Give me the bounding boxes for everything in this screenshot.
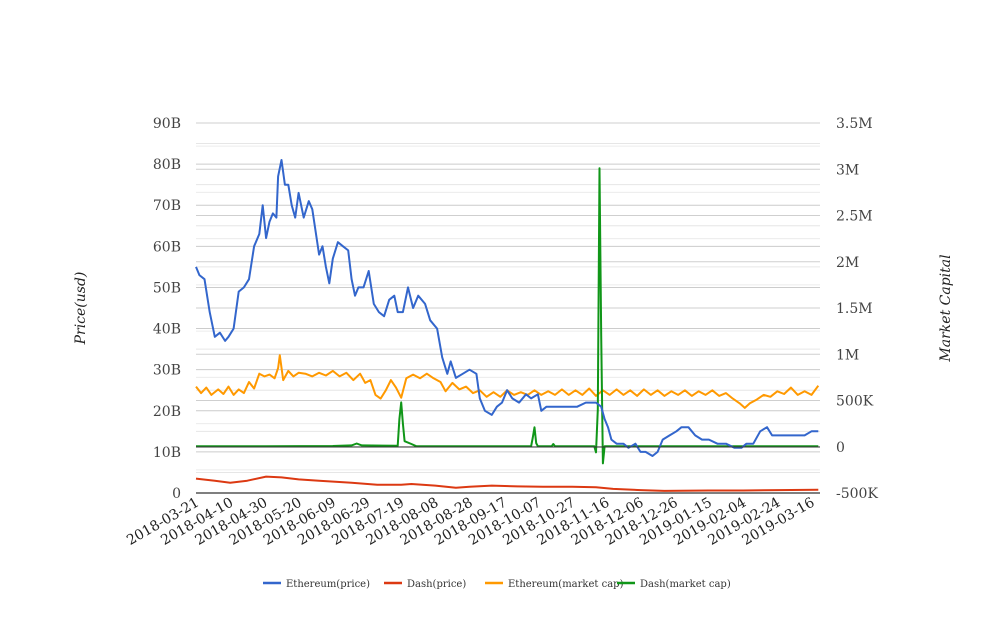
y-tick-label: 40B — [153, 322, 181, 338]
y-tick-label: 0 — [172, 486, 181, 502]
y2-tick-label: 3.5M — [836, 116, 873, 132]
legend-item: Ethereum(price) — [263, 579, 370, 590]
series-line-dash-price — [195, 475, 819, 492]
series-line-ethereum-market-cap — [195, 354, 820, 409]
y2-tick-label: 0 — [836, 440, 845, 456]
y-tick-label: 20B — [153, 404, 181, 420]
y2-tick-label: 500K — [836, 394, 874, 410]
y-axis-title: Price(usd) — [73, 272, 89, 346]
y-tick-label: 70B — [153, 198, 181, 214]
legend-item: Dash(market cap) — [617, 579, 731, 590]
x-axis-ticks: 2018-03-212018-04-102018-04-302018-05-20… — [124, 495, 817, 549]
legend-label: Dash(price) — [407, 579, 466, 590]
legend: Ethereum(price) Dash(price) Ethereum(marke… — [263, 579, 731, 590]
y-tick-label: 80B — [153, 157, 181, 173]
y2-tick-label: 2.5M — [836, 209, 873, 225]
legend-item: Dash(price) — [384, 579, 466, 590]
y-tick-label: 10B — [153, 445, 181, 461]
legend-label: Ethereum(price) — [286, 579, 370, 590]
y-tick-label: 90B — [153, 116, 181, 132]
y2-tick-label: -500K — [836, 486, 878, 502]
y2-tick-label: 1M — [836, 347, 859, 363]
series-lines — [195, 159, 820, 492]
y2-tick-label: 2M — [836, 255, 859, 271]
y-tick-label: 30B — [153, 363, 181, 379]
y2-axis-title: Market Capital — [938, 254, 954, 362]
series-line-dash-market-cap — [196, 167, 819, 465]
y2-tick-label: 1.5M — [836, 301, 873, 317]
left-axis-ticks: 0 10B 20B 30B 40B 50B 60B 70B 80B 90B — [153, 116, 181, 502]
y-tick-label: 60B — [153, 239, 181, 255]
legend-label: Ethereum(market cap) — [508, 579, 624, 590]
right-axis-ticks: -500K 0 500K 1M 1.5M 2M 2.5M 3M 3.5M — [836, 116, 878, 502]
y-tick-label: 50B — [153, 280, 181, 296]
y2-tick-label: 3M — [836, 162, 859, 178]
gridlines — [196, 122, 820, 494]
legend-label: Dash(market cap) — [640, 579, 731, 590]
legend-item: Ethereum(market cap) — [485, 579, 624, 590]
series-line-ethereum-price — [195, 159, 819, 457]
